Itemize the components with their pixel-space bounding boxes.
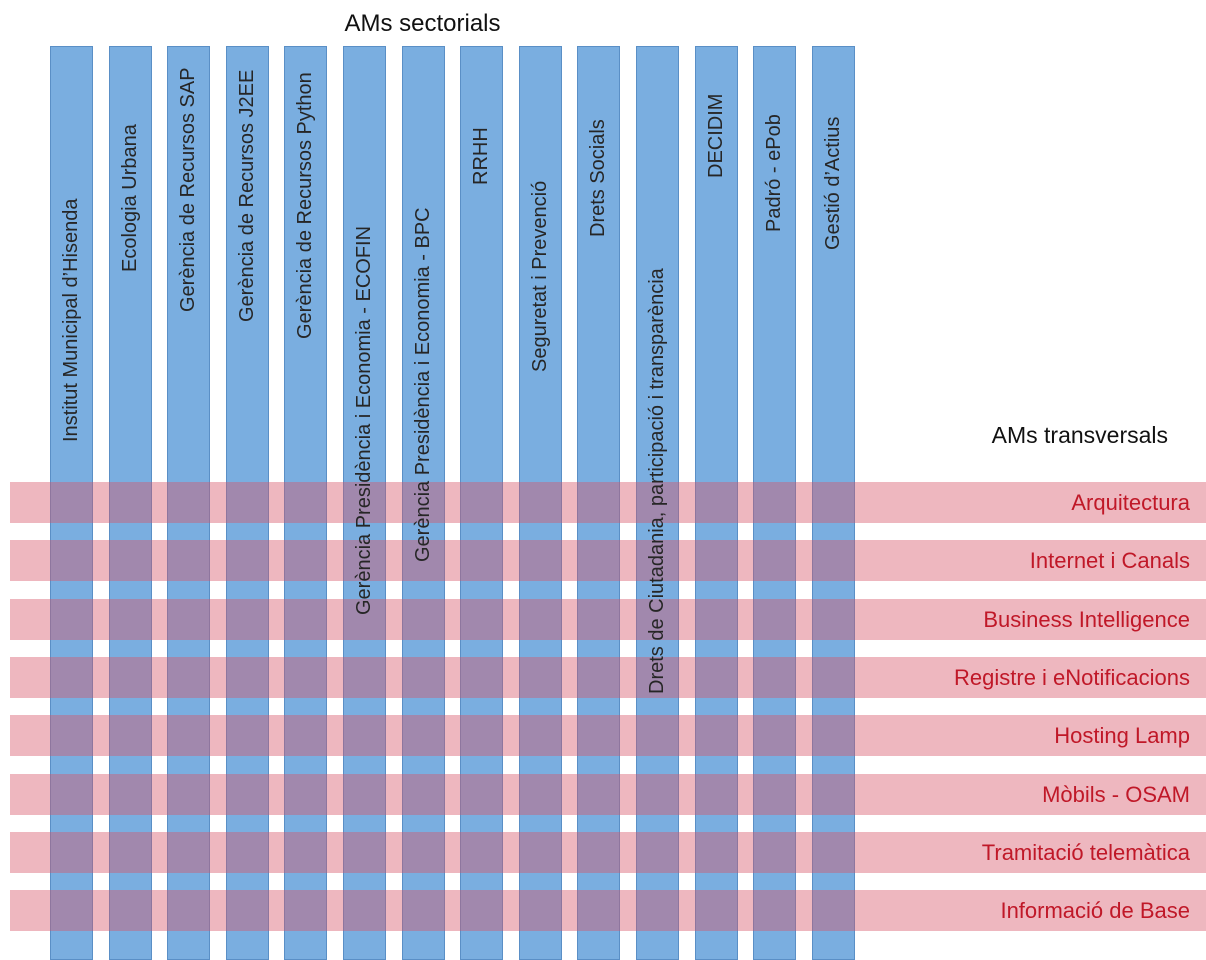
transversal-row: Hosting Lamp — [10, 715, 1206, 756]
sectorial-column-label: Ecologia Urbana — [119, 124, 141, 272]
sectorial-column-label: RRHH — [470, 127, 492, 185]
transversal-row-label: Tramitació telemàtica — [981, 840, 1190, 865]
sectorial-column — [460, 46, 503, 960]
sectorial-header: AMs sectorials — [344, 10, 501, 37]
sectorial-column — [343, 46, 386, 960]
transversal-row-label: Internet i Canals — [1029, 548, 1190, 573]
sectorial-column — [402, 46, 445, 960]
transversal-row: Informació de Base — [10, 890, 1206, 931]
sectorial-column-label: DECIDIM — [705, 93, 727, 178]
sectorial-column-label: Gestió d’Actius — [822, 116, 844, 250]
sectorial-column — [109, 46, 152, 960]
transversal-row-label: Business Intelligence — [983, 607, 1190, 632]
sectorial-column-label: Seguretat i Prevenció — [529, 180, 551, 372]
sectorial-column — [519, 46, 562, 960]
sectorial-column-label: Padró - ePob — [763, 114, 785, 232]
transversal-row: Arquitectura — [10, 482, 1206, 523]
sectorial-column-label: Gerència de Recursos SAP — [177, 67, 199, 312]
transversal-row-label: Registre i eNotificacions — [954, 665, 1190, 690]
transversal-row-label: Informació de Base — [1000, 898, 1190, 923]
sectorial-column-label: Gerència Presidència i Economia - BPC — [412, 207, 434, 562]
sectorial-column — [636, 46, 679, 960]
sectorial-column-label: Gerència Presidència i Economia - ECOFIN — [353, 225, 375, 615]
transversal-row: Mòbils - OSAM — [10, 774, 1206, 815]
transversal-row: Business Intelligence — [10, 599, 1206, 640]
sectorial-column-label: Gerència de Recursos J2EE — [236, 69, 258, 322]
sectorial-column — [753, 46, 796, 960]
sectorial-column-label: Gerència de Recursos Python — [294, 72, 316, 339]
sectorial-column — [812, 46, 855, 960]
transversal-header: AMs transversals — [991, 422, 1168, 448]
sectorial-column — [226, 46, 269, 960]
transversal-row: Registre i eNotificacions — [10, 657, 1206, 698]
sectorial-column — [50, 46, 93, 960]
sectorial-column — [577, 46, 620, 960]
sectorial-column — [695, 46, 738, 960]
transversal-row: Tramitació telemàtica — [10, 832, 1206, 873]
transversal-row: Internet i Canals — [10, 540, 1206, 581]
transversal-row-label: Hosting Lamp — [1054, 723, 1190, 748]
sectorial-column — [284, 46, 327, 960]
transversal-row-label: Arquitectura — [1071, 490, 1190, 515]
sectorial-column-label: Drets Socials — [587, 119, 609, 237]
sectorial-column-label: Institut Municipal d’Hisenda — [60, 198, 82, 442]
transversal-row-label: Mòbils - OSAM — [1042, 782, 1190, 807]
sectorial-column-label: Drets de Ciutadania, participació i tran… — [646, 268, 668, 694]
